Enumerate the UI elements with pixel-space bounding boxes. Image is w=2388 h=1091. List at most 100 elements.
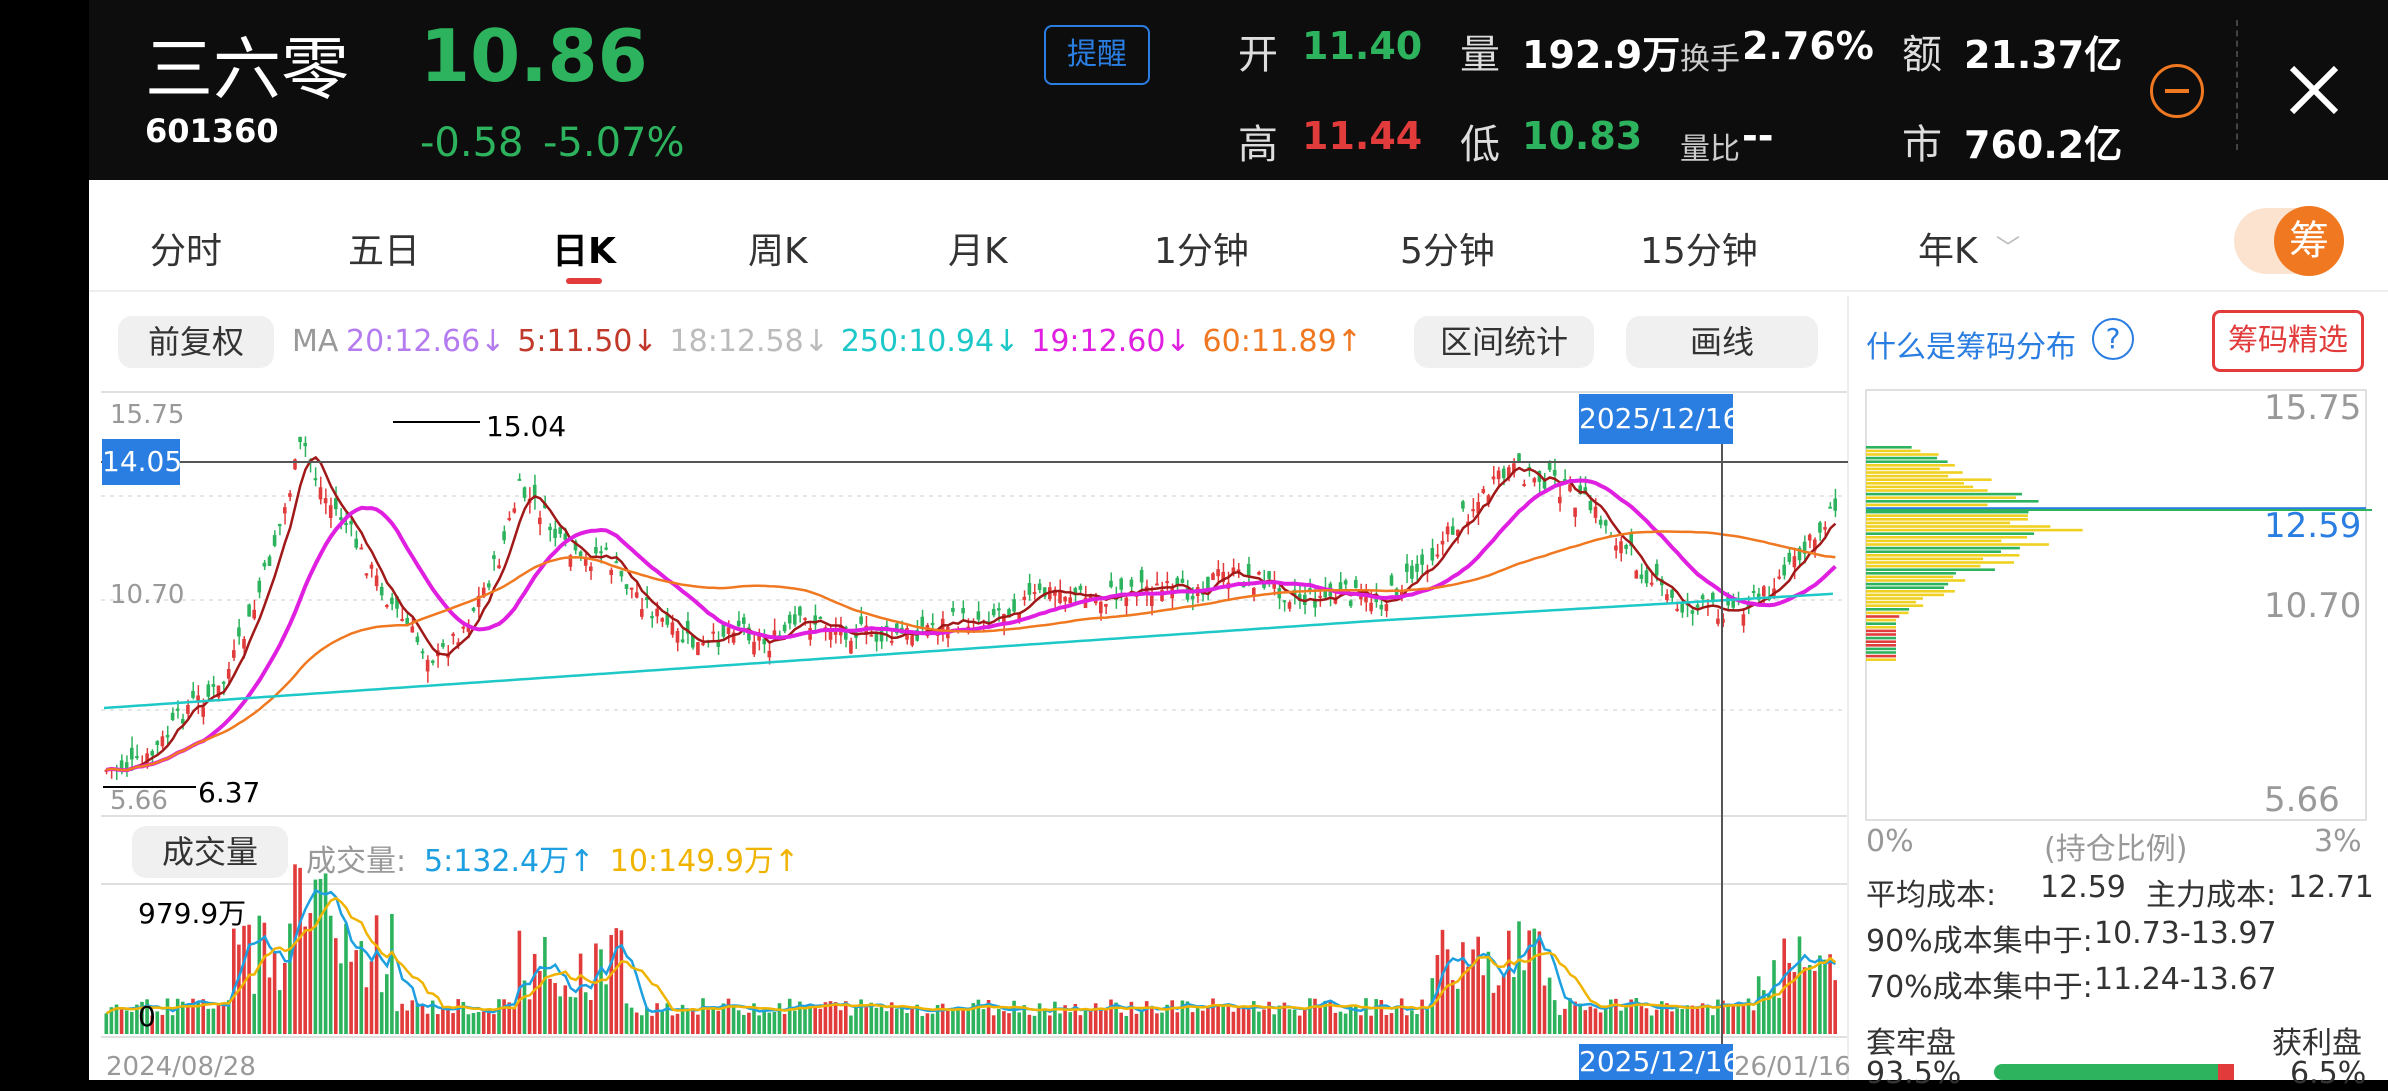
candle-body xyxy=(476,595,481,607)
candle-body xyxy=(1394,588,1399,599)
volume-bar xyxy=(971,1003,976,1034)
chevron-down-icon[interactable]: ﹀ xyxy=(1996,234,2020,262)
candle-body xyxy=(522,487,527,498)
volume-bar xyxy=(1216,1004,1220,1034)
volume-bar xyxy=(1190,1012,1195,1034)
tab-5min[interactable]: 5分钟 xyxy=(1400,231,1495,272)
candle-body xyxy=(1522,483,1526,486)
draw-line-button[interactable]: 画线 xyxy=(1626,316,1818,368)
candle-body xyxy=(303,442,307,447)
volume-bar xyxy=(793,1010,797,1034)
candle-body xyxy=(155,741,160,745)
chip-bar xyxy=(1866,550,2002,553)
candle-body xyxy=(1751,590,1756,593)
alert-button[interactable]: 提醒 xyxy=(1044,25,1150,85)
volume-bar xyxy=(1389,1013,1394,1034)
ma-legend-item: 5:11.50↓ xyxy=(517,324,658,359)
volume-bar xyxy=(359,941,364,1034)
volume-bar xyxy=(1522,970,1526,1034)
chip-select-button[interactable]: 筹码精选 xyxy=(2212,310,2364,372)
candle-body xyxy=(1241,585,1246,588)
volume-bar xyxy=(1476,936,1480,1034)
tab-timeshare[interactable]: 分时 xyxy=(150,231,223,272)
volume-bar xyxy=(1160,1012,1164,1034)
tab-weekly-k[interactable]: 周K xyxy=(748,231,808,272)
volume-bar xyxy=(119,1007,124,1034)
volume-bar xyxy=(1833,980,1837,1034)
volume-bar xyxy=(1746,998,1751,1034)
candle-body xyxy=(589,566,593,572)
candle-body xyxy=(1058,590,1062,603)
tab-1min[interactable]: 1分钟 xyxy=(1154,231,1249,272)
candle-body xyxy=(803,618,807,621)
volume-bar xyxy=(369,961,374,1034)
volume-bar xyxy=(1297,1015,1302,1034)
volume-bar xyxy=(1695,1008,1700,1034)
volume-bar xyxy=(1537,931,1542,1034)
volume-title[interactable]: 成交量 xyxy=(132,826,288,878)
chip-bar xyxy=(1866,546,2020,550)
candle-body xyxy=(430,660,435,663)
volume-bar xyxy=(288,923,292,1034)
active-tab-indicator xyxy=(566,278,602,284)
candle-body xyxy=(390,597,394,605)
candle-body xyxy=(609,569,613,575)
candle-body xyxy=(242,638,246,649)
volume-ma-line xyxy=(105,896,1837,1015)
volume-bar xyxy=(405,1010,409,1034)
volume-bar xyxy=(900,1007,904,1034)
volume-bar xyxy=(645,1007,649,1034)
candle-body xyxy=(726,627,731,635)
candle-body xyxy=(1002,614,1006,626)
candle-body xyxy=(1450,526,1455,535)
candle-body xyxy=(1552,469,1557,476)
candle-body xyxy=(997,608,1001,611)
candle-body xyxy=(1716,618,1720,624)
help-icon[interactable]: ? xyxy=(2092,318,2134,360)
volume-bar xyxy=(1150,1007,1154,1034)
volume-bar xyxy=(1797,936,1802,1034)
tab-yearly-k[interactable]: 年K xyxy=(1918,231,1978,272)
volume-bar xyxy=(670,1015,675,1034)
tab-daily-k[interactable]: 日K xyxy=(552,231,616,272)
chip-toggle[interactable]: 筹 xyxy=(2234,206,2344,276)
candle-body xyxy=(1405,563,1409,572)
candle-body xyxy=(400,618,404,621)
profit-ratio-bar xyxy=(1994,1064,2234,1080)
kline-chart[interactable] xyxy=(0,0,1860,1080)
profit-label: 获利盘 xyxy=(2272,1026,2362,1061)
tab-15min[interactable]: 15分钟 xyxy=(1640,231,1758,272)
min-price-label: 6.37 xyxy=(198,776,261,809)
interval-stats-button[interactable]: 区间统计 xyxy=(1414,316,1594,368)
volume-bar xyxy=(772,1012,777,1034)
chip-bar xyxy=(1866,532,2035,535)
volume-bar xyxy=(1221,1006,1225,1034)
volume-bar xyxy=(283,962,287,1034)
stock-name: 三六零 xyxy=(145,31,350,110)
volume-bar xyxy=(242,925,246,1034)
candle-body xyxy=(1007,609,1011,618)
volume-bar xyxy=(1139,1010,1144,1034)
high-label: 高 xyxy=(1238,122,1278,168)
volume-bar xyxy=(757,1015,761,1034)
candle-body xyxy=(1542,479,1547,489)
remove-watchlist-icon[interactable] xyxy=(2150,64,2204,118)
chip-bar xyxy=(1866,453,1939,456)
tab-five-day[interactable]: 五日 xyxy=(348,231,421,272)
candle-body xyxy=(385,604,389,607)
candle-body xyxy=(1369,602,1373,612)
candle-body xyxy=(1124,597,1129,607)
tab-monthly-k[interactable]: 月K xyxy=(948,231,1008,272)
chip-help-link[interactable]: 什么是筹码分布 xyxy=(1866,330,2076,365)
avg-cost-label: 平均成本: xyxy=(1866,878,1997,913)
candle-body xyxy=(762,638,766,645)
volume-bar xyxy=(614,928,619,1034)
candle-body xyxy=(186,705,190,714)
ma-legend-item: 60:11.89↑ xyxy=(1202,324,1362,359)
volume-legend-label: 成交量: xyxy=(306,844,407,879)
volume-bar xyxy=(1736,1004,1741,1034)
candle-body xyxy=(135,756,139,759)
candle-body xyxy=(1236,569,1241,572)
adjust-button[interactable]: 前复权 xyxy=(118,316,274,368)
close-icon[interactable] xyxy=(2284,60,2344,120)
